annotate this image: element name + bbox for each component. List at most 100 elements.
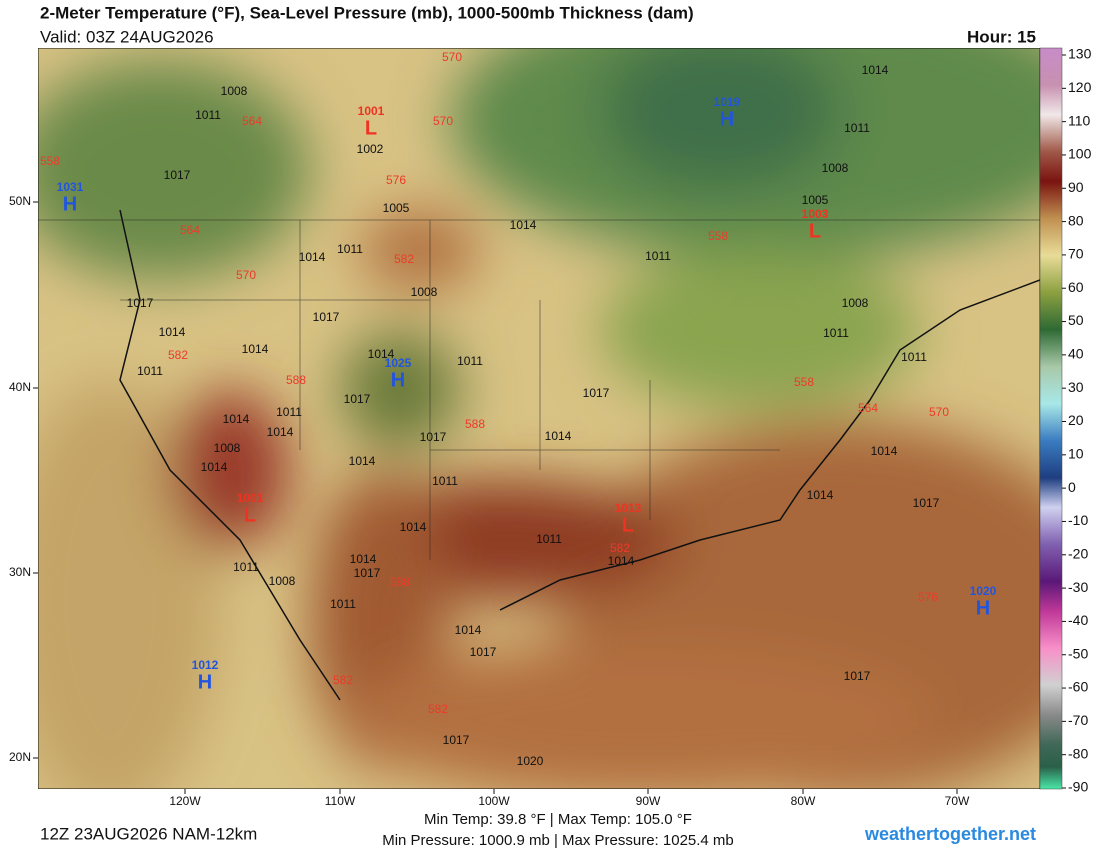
forecast-hour: Hour: 15 [967,27,1036,46]
lon-label: 70W [945,794,970,808]
thickness-label: 582 [168,348,188,362]
isobar-label: 1002 [357,142,384,156]
lat-label: 50N [9,194,31,208]
site-credit[interactable]: weathertogether.net [864,824,1036,844]
low-pressure: 1001 [237,491,264,505]
thickness-label: 582 [394,252,414,266]
colorbar-tick-label: 130 [1068,46,1092,62]
thickness-label: 576 [386,173,406,187]
isobar-label: 1017 [313,310,340,324]
isobar-label: 1014 [400,520,427,534]
low-pressure: 1013 [615,501,642,515]
colorbar-tick-label: 120 [1068,79,1092,95]
isobar-label: 1017 [443,733,470,747]
high-pressure: 1031 [57,180,84,194]
isobar-label: 1005 [802,193,829,207]
isobar-label: 1014 [242,342,269,356]
low-symbol: L [809,220,821,242]
isobar-label: 1011 [823,326,849,340]
colorbar-tick-label: 80 [1068,212,1084,228]
thickness-label: 570 [433,114,453,128]
thickness-label: 582 [333,673,353,687]
pressure-range: Min Pressure: 1000.9 mb | Max Pressure: … [382,832,734,849]
map-background [38,48,1040,789]
lat-label: 30N [9,565,31,579]
isobar-label: 1011 [536,532,562,546]
isobar-label: 1014 [223,412,250,426]
temp-range: Min Temp: 39.8 °F | Max Temp: 105.0 °F [424,811,692,828]
high-symbol: H [63,193,77,215]
thickness-label: 588 [286,373,306,387]
high-symbol: H [976,597,990,619]
isobar-label: 1008 [221,84,248,98]
isobar-label: 1011 [137,364,163,378]
map-title: 2-Meter Temperature (°F), Sea-Level Pres… [40,3,694,22]
thickness-label: 558 [708,229,728,243]
high-pressure: 1020 [970,584,997,598]
thickness-label: 564 [180,223,200,237]
high-symbol: H [720,108,734,130]
colorbar-tick-label: -70 [1068,712,1088,728]
colorbar-tick-label: -60 [1068,679,1088,695]
thickness-label: 576 [918,590,938,604]
isobar-label: 1017 [844,669,871,683]
isobar-label: 1014 [510,218,537,232]
isobar-label: 1008 [822,161,849,175]
isobar-label: 1011 [195,108,221,122]
low-symbol: L [622,514,634,536]
isobar-label: 1008 [411,285,438,299]
isobar-label: 1017 [420,430,447,444]
colorbar-tick-label: -40 [1068,612,1088,628]
isobar-label: 1005 [383,201,410,215]
colorbar-tick-label: 100 [1068,146,1092,162]
lon-label: 100W [478,794,510,808]
thickness-label: 570 [236,268,256,282]
lon-label: 80W [791,794,816,808]
thickness-label: 588 [390,575,410,589]
lon-label: 110W [325,794,356,808]
isobar-label: 1014 [267,425,294,439]
isobar-label: 1011 [844,121,870,135]
isobar-label: 1011 [337,242,363,256]
lat-label: 20N [9,750,31,764]
high-symbol: H [198,671,212,693]
isobar-label: 1014 [368,347,395,361]
thickness-label: 570 [929,405,949,419]
isobar-label: 1014 [455,623,482,637]
isobar-label: 1017 [127,296,154,310]
colorbar-tick-label: 110 [1068,112,1091,128]
isobar-label: 1011 [432,474,458,488]
colorbar-tick-label: -80 [1068,745,1088,761]
high-pressure: 1019 [714,95,741,109]
isobar-label: 1014 [608,554,635,568]
lat-label: 40N [9,380,31,394]
isobar-label: 1008 [269,574,296,588]
colorbar-tick-label: -90 [1068,779,1088,795]
colorbar-tick-label: 10 [1068,446,1084,462]
colorbar [1039,47,1063,790]
low-symbol: L [365,117,377,139]
isobar-label: 1011 [233,560,259,574]
thickness-label: 564 [858,401,878,415]
colorbar-tick-label: -30 [1068,579,1088,595]
thickness-label: 558 [794,375,814,389]
thickness-label: 564 [242,114,262,128]
high-symbol: H [391,369,405,391]
colorbar-tick-label: 40 [1068,346,1084,362]
colorbar-tick-label: 70 [1068,246,1084,262]
thickness-label: 582 [610,541,630,555]
isobar-label: 1008 [842,296,869,310]
isobar-label: 1017 [583,386,610,400]
high-pressure: 1012 [192,658,219,672]
isobar-label: 1011 [276,405,302,419]
isobar-label: 1014 [807,488,834,502]
isobar-label: 1014 [299,250,326,264]
isobar-label: 1014 [862,63,889,77]
isobar-label: 1017 [164,168,191,182]
isobar-label: 1011 [901,350,927,364]
isobar-label: 1014 [350,552,377,566]
colorbar-tick-label: -10 [1068,512,1088,528]
isobar-label: 1014 [545,429,572,443]
colorbar-tick-label: 20 [1068,412,1084,428]
